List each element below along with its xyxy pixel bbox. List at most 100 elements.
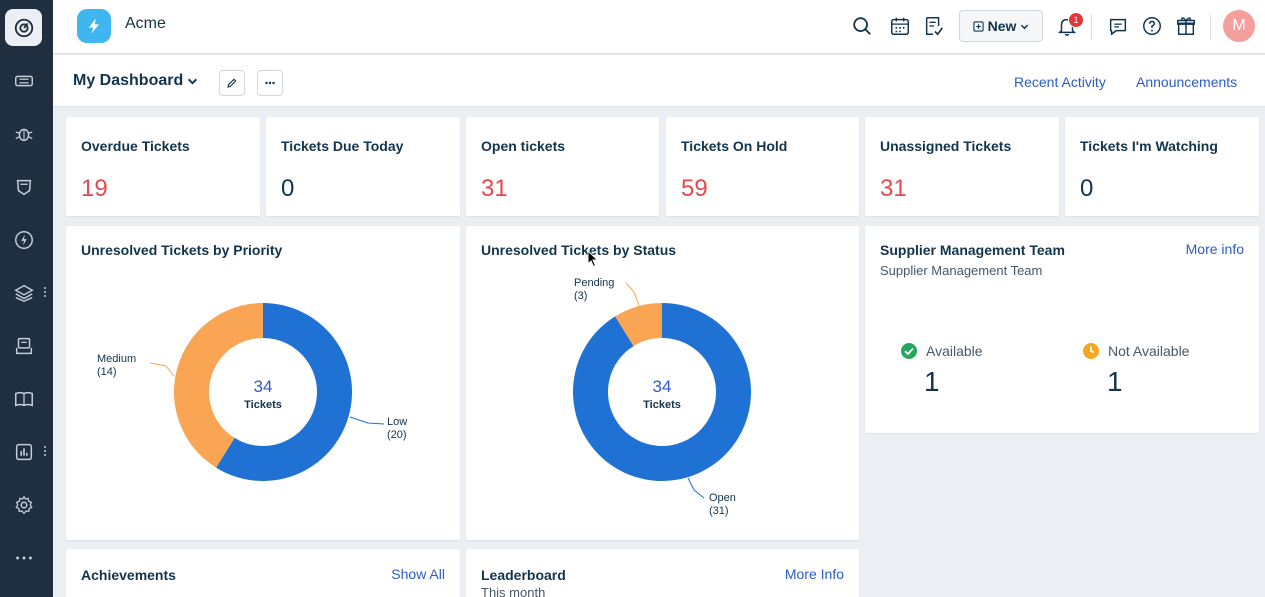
pending-leader-line: [625, 282, 641, 309]
new-button-label: New: [987, 18, 1017, 34]
not-available-count: 1: [1107, 366, 1123, 397]
low-leader-line: [349, 416, 385, 425]
stat-label: Tickets I'm Watching: [1080, 138, 1218, 154]
help-button[interactable]: [1139, 13, 1165, 39]
chart-title: Unresolved Tickets by Priority: [81, 242, 283, 258]
priority-chart-card: Unresolved Tickets by Priority Medium (1…: [66, 226, 460, 540]
chat-button[interactable]: [1105, 13, 1131, 39]
donut-slice-medium[interactable]: [174, 303, 263, 468]
stat-card-overdue[interactable]: Overdue Tickets 19: [66, 117, 260, 216]
show-all-link[interactable]: Show All: [391, 566, 445, 582]
sidebar-item-dashboard[interactable]: [5, 9, 42, 46]
sidebar-item-tickets[interactable]: [5, 62, 42, 99]
sidebar-item-assets[interactable]: [5, 274, 42, 311]
available-label: Available: [926, 343, 983, 359]
app-logo[interactable]: [77, 9, 111, 43]
donut-center-value: 34: [254, 377, 273, 396]
stat-value: 31: [880, 175, 907, 202]
stat-value: 0: [281, 175, 295, 202]
slice-label-open: Open: [709, 492, 736, 504]
new-button[interactable]: New: [959, 10, 1043, 42]
stat-card-on-hold[interactable]: Tickets On Hold 59: [666, 117, 859, 216]
lightning-logo-icon: [89, 18, 99, 34]
reports-icon: [15, 443, 32, 460]
divider: [1210, 14, 1211, 40]
leaderboard-subtitle: This month: [481, 585, 546, 597]
avatar[interactable]: M: [1223, 10, 1255, 42]
divider: [1091, 14, 1092, 40]
stat-card-due-today[interactable]: Tickets Due Today 0: [266, 117, 460, 216]
donut-center-value: 34: [653, 377, 672, 396]
page-title: My Dashboard: [73, 72, 184, 89]
search-button[interactable]: [849, 13, 875, 39]
stat-card-unassigned[interactable]: Unassigned Tickets 31: [865, 117, 1059, 216]
donut-center-label: Tickets: [643, 399, 681, 411]
chevron-down-icon: [188, 78, 198, 85]
donut-center-label: Tickets: [244, 399, 282, 411]
recent-activity-link[interactable]: Recent Activity: [1014, 74, 1106, 90]
help-icon: [1143, 17, 1161, 35]
stat-value: 31: [481, 175, 508, 202]
bug-icon: [14, 128, 33, 141]
tickets-icon: [14, 75, 33, 86]
todo-button[interactable]: [921, 13, 947, 39]
more-info-link[interactable]: More info: [1185, 241, 1244, 257]
sidebar-item-releases[interactable]: [5, 221, 42, 258]
not-available-label: Not Available: [1108, 343, 1190, 359]
sidebar-submenu-dots[interactable]: [43, 285, 47, 299]
supplier-team-card: Supplier Management Team More info Suppl…: [865, 226, 1259, 433]
more-horizontal-icon: [265, 81, 275, 85]
open-leader-line: [687, 477, 705, 499]
more-icon: [15, 556, 32, 559]
achievements-title: Achievements: [81, 567, 176, 583]
more-info-link[interactable]: More Info: [784, 566, 844, 582]
sidebar-item-admin[interactable]: [5, 486, 42, 523]
sidebar-item-problems[interactable]: [5, 115, 42, 152]
priority-donut-chart: Medium (14) Low (20) 34 Tickets: [97, 303, 407, 481]
dashboard-header: My Dashboard Recent Activity Announcemen…: [53, 55, 1265, 107]
inbox-icon: [15, 337, 32, 354]
dashboard-selector[interactable]: My Dashboard: [73, 72, 198, 90]
donut-slice-low[interactable]: [216, 303, 352, 481]
edit-dashboard-button[interactable]: [219, 70, 245, 96]
available-status: Available: [900, 342, 983, 360]
plus-box-icon: [972, 20, 984, 32]
slice-value-low: (20): [387, 429, 407, 441]
available-count: 1: [924, 366, 940, 397]
gift-icon: [1177, 17, 1195, 35]
stat-value: 0: [1080, 175, 1094, 202]
dashboard-icon: [14, 18, 33, 37]
sidebar-item-reports[interactable]: [5, 433, 42, 470]
search-icon: [853, 17, 871, 35]
slice-label-medium: Medium: [97, 353, 136, 365]
sidebar-item-inbox[interactable]: [5, 327, 42, 364]
dashboard-more-button[interactable]: [257, 70, 283, 96]
status-chart-card: Unresolved Tickets by Status Pending (3)…: [466, 226, 859, 540]
calendar-button[interactable]: [887, 13, 913, 39]
donut-slice-pending[interactable]: [615, 303, 662, 347]
stat-label: Tickets Due Today: [281, 138, 404, 154]
sidebar-item-changes[interactable]: [5, 168, 42, 205]
pencil-icon: [227, 78, 237, 88]
lightning-icon: [14, 230, 33, 249]
status-donut-chart: Pending (3) Open (31) 34 Tickets: [573, 277, 751, 517]
donut-slice-open[interactable]: [573, 303, 751, 481]
whats-new-button[interactable]: [1173, 13, 1199, 39]
chart-title: Unresolved Tickets by Status: [481, 242, 677, 258]
stat-label: Unassigned Tickets: [880, 138, 1012, 154]
sidebar-item-more[interactable]: [5, 539, 42, 576]
stat-card-open[interactable]: Open tickets 31: [466, 117, 659, 216]
stat-label: Overdue Tickets: [81, 138, 190, 154]
slice-value-pending: (3): [574, 290, 587, 302]
announcements-link[interactable]: Announcements: [1136, 74, 1238, 90]
mouse-cursor-icon: [587, 250, 599, 268]
sidebar-item-solutions[interactable]: [5, 380, 42, 417]
team-title: Supplier Management Team: [880, 242, 1065, 258]
gear-icon: [14, 495, 33, 514]
stat-label: Tickets On Hold: [681, 138, 788, 154]
stat-value: 59: [681, 175, 708, 202]
sidebar-submenu-dots[interactable]: [43, 444, 47, 458]
stat-card-watching[interactable]: Tickets I'm Watching 0: [1065, 117, 1259, 216]
top-bar: Acme New 1 M: [53, 0, 1265, 54]
clock-icon: [1083, 343, 1099, 359]
